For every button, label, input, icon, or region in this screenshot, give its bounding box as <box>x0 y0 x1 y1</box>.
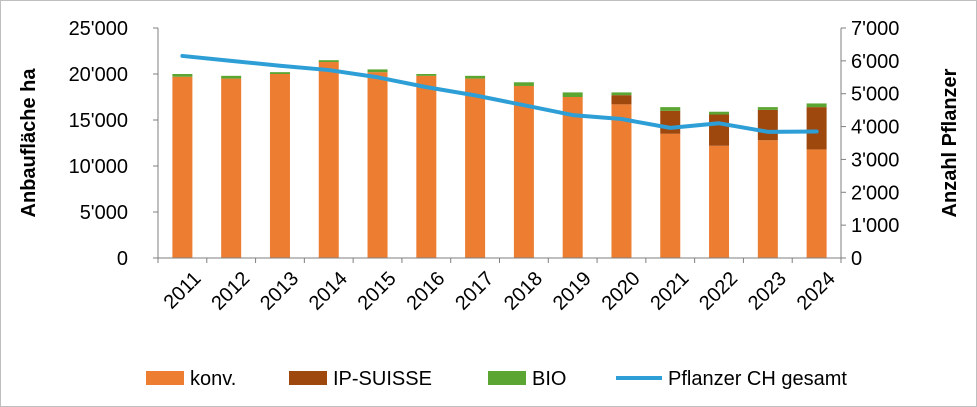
legend-label-ip-suisse: IP-SUISSE <box>333 368 432 390</box>
line-pflanzer-ch-gesamt <box>180 53 819 134</box>
x-tick-label: 2018 <box>500 268 547 315</box>
x-tick-label: 2024 <box>793 268 840 315</box>
bar-bio-2011 <box>172 74 193 77</box>
bar-ip-suisse-2022 <box>709 114 730 146</box>
bar-ip-suisse-2020 <box>611 95 632 105</box>
bar-group <box>172 60 827 259</box>
bar-bio-2023 <box>757 107 778 110</box>
bar-konv-2016 <box>416 75 437 258</box>
bar-konv-2017 <box>465 78 486 258</box>
y-tick-label-right: 7'000 <box>851 18 899 40</box>
bar-bio-2017 <box>465 75 486 79</box>
y-tick-label-left: 20'000 <box>69 64 128 86</box>
bar-konv-2021 <box>660 133 681 258</box>
x-tick-label: 2022 <box>695 268 742 315</box>
bar-konv-2019 <box>562 97 583 258</box>
y-axis-title-left: Anbaufläche ha <box>18 68 40 218</box>
x-tick-label: 2023 <box>744 268 791 315</box>
bar-konv-2012 <box>221 78 242 258</box>
bar-bio-2024 <box>806 103 827 108</box>
bar-bio-2020 <box>611 92 632 96</box>
legend-label-pflanzer-ch-gesamt: Pflanzer CH gesamt <box>668 368 847 390</box>
y-tick-label-right: 0 <box>851 248 862 270</box>
y-tick-label-right: 1'000 <box>851 215 899 237</box>
legend-swatch-bio <box>488 371 526 385</box>
bar-konv-2011 <box>172 76 193 258</box>
bar-bio-2016 <box>416 74 437 76</box>
y-tick-label-right: 6'000 <box>851 51 899 73</box>
x-tick-label: 2012 <box>207 268 254 315</box>
y-tick-label-right: 3'000 <box>851 149 899 171</box>
bar-bio-2015 <box>367 69 388 73</box>
bar-konv-2022 <box>709 145 730 258</box>
legend-swatch-ip-suisse <box>289 371 327 385</box>
bar-ip-suisse-2023 <box>757 109 778 141</box>
y-tick-label-right: 2'000 <box>851 182 899 204</box>
legend: konv. IP-SUISSE BIO Pflanzer CH gesamt <box>146 368 847 390</box>
y-tick-label-right: 5'000 <box>851 84 899 106</box>
x-tick-label: 2021 <box>646 268 693 315</box>
x-tick-label: 2015 <box>354 268 401 315</box>
bar-ip-suisse-2024 <box>806 107 827 150</box>
bar-konv-2020 <box>611 104 632 258</box>
bar-bio-2021 <box>660 107 681 111</box>
y-tick-label-right: 4'000 <box>851 117 899 139</box>
x-tick-label: 2016 <box>402 268 449 315</box>
y-tick-label-left: 5'000 <box>80 202 128 224</box>
bar-bio-2022 <box>709 111 730 115</box>
x-tick-label: 2020 <box>598 268 645 315</box>
y-tick-label-left: 25'000 <box>69 18 128 40</box>
bar-konv-2015 <box>367 72 388 258</box>
x-tick-label: 2017 <box>451 268 498 315</box>
bar-bio-2014 <box>318 60 339 63</box>
bar-bio-2012 <box>221 75 242 79</box>
line-group <box>180 53 819 134</box>
y-axis-title-right: Anzahl Pflanzer <box>939 68 961 217</box>
x-tick-label: 2019 <box>549 268 596 315</box>
y-tick-label-left: 15'000 <box>69 110 128 132</box>
bar-bio-2019 <box>562 92 583 97</box>
bar-bio-2013 <box>269 72 290 74</box>
y-tick-label-left: 10'000 <box>69 156 128 178</box>
x-tick-label: 2011 <box>160 268 206 314</box>
bar-konv-2018 <box>513 85 534 259</box>
bar-bio-2018 <box>513 82 534 86</box>
bar-konv-2014 <box>318 62 339 258</box>
y-tick-label-left: 0 <box>117 248 128 270</box>
legend-swatch-konv <box>146 371 184 385</box>
bar-konv-2024 <box>806 149 827 258</box>
bar-konv-2023 <box>757 140 778 258</box>
legend-label-bio: BIO <box>532 368 566 390</box>
bar-konv-2013 <box>269 74 290 258</box>
bar-ip-suisse-2021 <box>660 110 681 134</box>
legend-label-konv: konv. <box>190 368 236 390</box>
x-tick-label: 2014 <box>305 268 352 315</box>
x-tick-label: 2013 <box>256 268 303 315</box>
